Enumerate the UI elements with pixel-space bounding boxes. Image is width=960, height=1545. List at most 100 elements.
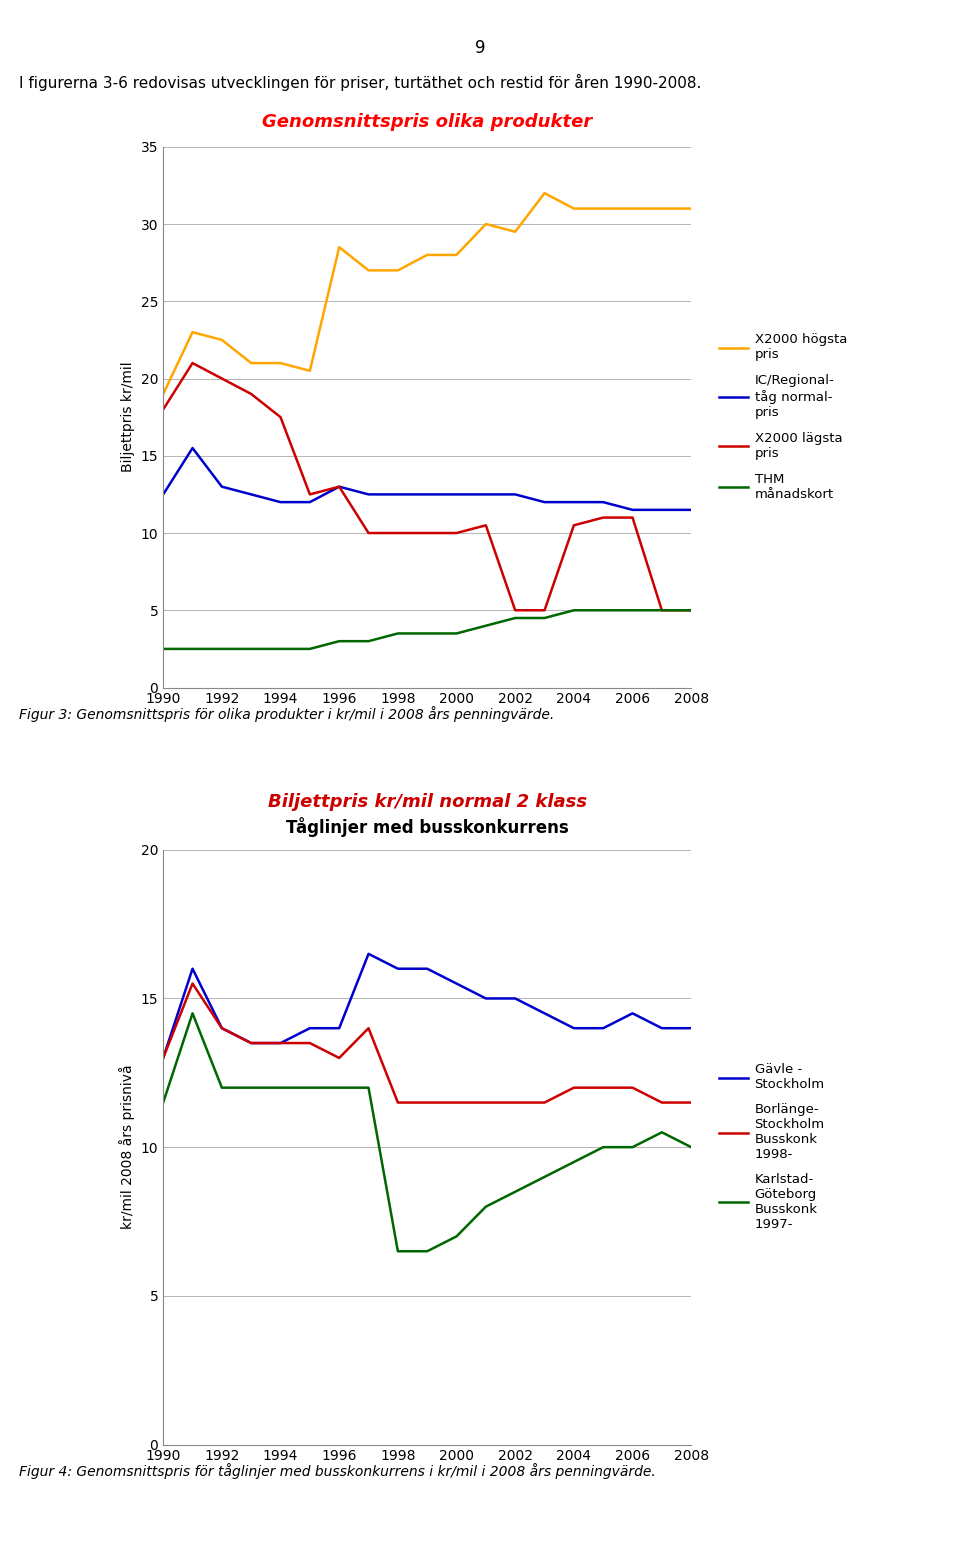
- X2000 högsta
pris: [685, 199, 697, 218]
- THM
månadskort: [333, 632, 345, 650]
- THM
månadskort: [216, 640, 228, 658]
- X2000 lägsta
pris: [187, 354, 199, 372]
- Legend: X2000 högsta
pris, IC/Regional-
tåg normal-
pris, X2000 lägsta
pris, THM
månadsk: X2000 högsta pris, IC/Regional- tåg norm…: [713, 328, 852, 507]
- X2000 lägsta
pris: [451, 524, 463, 542]
- THM
månadskort: [539, 609, 550, 627]
- IC/Regional-
tåg normal-
pris: [480, 485, 492, 504]
- Borlänge-
Stockholm
Busskonk
1998-: [451, 1094, 463, 1112]
- THM
månadskort: [568, 601, 580, 620]
- Borlänge-
Stockholm
Busskonk
1998-: [510, 1094, 521, 1112]
- X2000 lägsta
pris: [627, 508, 638, 527]
- Text: Figur 4: Genomsnittspris för tåglinjer med busskonkurrens i kr/mil i 2008 års pe: Figur 4: Genomsnittspris för tåglinjer m…: [19, 1463, 656, 1479]
- Text: Biljettpris kr/mil normal 2 klass: Biljettpris kr/mil normal 2 klass: [268, 793, 587, 811]
- Karlstad-
Göteborg
Busskonk
1997-: [685, 1137, 697, 1156]
- Gävle -
Stockholm: [246, 1034, 257, 1052]
- Borlänge-
Stockholm
Busskonk
1998-: [656, 1094, 667, 1112]
- Gävle -
Stockholm: [421, 959, 433, 978]
- Karlstad-
Göteborg
Busskonk
1997-: [333, 1078, 345, 1097]
- X2000 högsta
pris: [275, 354, 286, 372]
- Karlstad-
Göteborg
Busskonk
1997-: [451, 1227, 463, 1245]
- X2000 högsta
pris: [539, 184, 550, 202]
- Karlstad-
Göteborg
Busskonk
1997-: [480, 1197, 492, 1216]
- Gävle -
Stockholm: [216, 1020, 228, 1038]
- Line: X2000 högsta
pris: X2000 högsta pris: [163, 193, 691, 394]
- X2000 högsta
pris: [480, 215, 492, 233]
- Gävle -
Stockholm: [392, 959, 403, 978]
- X2000 lägsta
pris: [246, 385, 257, 403]
- Line: THM
månadskort: THM månadskort: [163, 610, 691, 649]
- Line: IC/Regional-
tåg normal-
pris: IC/Regional- tåg normal- pris: [163, 448, 691, 510]
- Karlstad-
Göteborg
Busskonk
1997-: [627, 1137, 638, 1156]
- IC/Regional-
tåg normal-
pris: [392, 485, 403, 504]
- X2000 högsta
pris: [216, 331, 228, 349]
- IC/Regional-
tåg normal-
pris: [451, 485, 463, 504]
- Karlstad-
Göteborg
Busskonk
1997-: [421, 1242, 433, 1261]
- X2000 högsta
pris: [187, 323, 199, 341]
- Text: Tåglinjer med busskonkurrens: Tåglinjer med busskonkurrens: [286, 817, 568, 837]
- X2000 lägsta
pris: [480, 516, 492, 535]
- Karlstad-
Göteborg
Busskonk
1997-: [304, 1078, 316, 1097]
- Line: Karlstad-
Göteborg
Busskonk
1997-: Karlstad- Göteborg Busskonk 1997-: [163, 1014, 691, 1251]
- X2000 högsta
pris: [656, 199, 667, 218]
- X2000 lägsta
pris: [304, 485, 316, 504]
- Gävle -
Stockholm: [451, 975, 463, 993]
- Karlstad-
Göteborg
Busskonk
1997-: [246, 1078, 257, 1097]
- Karlstad-
Göteborg
Busskonk
1997-: [656, 1123, 667, 1142]
- X2000 högsta
pris: [451, 246, 463, 264]
- THM
månadskort: [421, 624, 433, 643]
- Karlstad-
Göteborg
Busskonk
1997-: [216, 1078, 228, 1097]
- Gävle -
Stockholm: [627, 1004, 638, 1023]
- IC/Regional-
tåg normal-
pris: [157, 485, 169, 504]
- X2000 lägsta
pris: [275, 408, 286, 426]
- Line: Borlänge-
Stockholm
Busskonk
1998-: Borlänge- Stockholm Busskonk 1998-: [163, 984, 691, 1103]
- THM
månadskort: [275, 640, 286, 658]
- Line: Gävle -
Stockholm: Gävle - Stockholm: [163, 953, 691, 1058]
- X2000 lägsta
pris: [421, 524, 433, 542]
- Gävle -
Stockholm: [656, 1020, 667, 1038]
- IC/Regional-
tåg normal-
pris: [216, 477, 228, 496]
- Karlstad-
Göteborg
Busskonk
1997-: [597, 1137, 609, 1156]
- IC/Regional-
tåg normal-
pris: [568, 493, 580, 511]
- Gävle -
Stockholm: [304, 1020, 316, 1038]
- Borlänge-
Stockholm
Busskonk
1998-: [187, 975, 199, 993]
- Borlänge-
Stockholm
Busskonk
1998-: [304, 1034, 316, 1052]
- Gävle -
Stockholm: [685, 1020, 697, 1038]
- IC/Regional-
tåg normal-
pris: [275, 493, 286, 511]
- IC/Regional-
tåg normal-
pris: [421, 485, 433, 504]
- X2000 lägsta
pris: [392, 524, 403, 542]
- Gävle -
Stockholm: [157, 1049, 169, 1068]
- THM
månadskort: [656, 601, 667, 620]
- X2000 högsta
pris: [363, 261, 374, 280]
- X2000 högsta
pris: [421, 246, 433, 264]
- THM
månadskort: [187, 640, 199, 658]
- IC/Regional-
tåg normal-
pris: [656, 501, 667, 519]
- X2000 lägsta
pris: [568, 516, 580, 535]
- X2000 högsta
pris: [392, 261, 403, 280]
- Borlänge-
Stockholm
Busskonk
1998-: [597, 1078, 609, 1097]
- THM
månadskort: [392, 624, 403, 643]
- THM
månadskort: [480, 616, 492, 635]
- Borlänge-
Stockholm
Busskonk
1998-: [216, 1020, 228, 1038]
- X2000 högsta
pris: [304, 362, 316, 380]
- Borlänge-
Stockholm
Busskonk
1998-: [539, 1094, 550, 1112]
- IC/Regional-
tåg normal-
pris: [597, 493, 609, 511]
- THM
månadskort: [510, 609, 521, 627]
- Gävle -
Stockholm: [510, 989, 521, 1007]
- THM
månadskort: [597, 601, 609, 620]
- Gävle -
Stockholm: [568, 1020, 580, 1038]
- Y-axis label: Biljettpris kr/mil: Biljettpris kr/mil: [121, 362, 135, 473]
- Borlänge-
Stockholm
Busskonk
1998-: [685, 1094, 697, 1112]
- Borlänge-
Stockholm
Busskonk
1998-: [392, 1094, 403, 1112]
- Gävle -
Stockholm: [275, 1034, 286, 1052]
- X2000 lägsta
pris: [685, 601, 697, 620]
- Gävle -
Stockholm: [480, 989, 492, 1007]
- X2000 högsta
pris: [246, 354, 257, 372]
- Karlstad-
Göteborg
Busskonk
1997-: [510, 1182, 521, 1200]
- X2000 högsta
pris: [157, 385, 169, 403]
- THM
månadskort: [627, 601, 638, 620]
- THM
månadskort: [246, 640, 257, 658]
- Text: Genomsnittspris olika produkter: Genomsnittspris olika produkter: [262, 113, 592, 131]
- X2000 lägsta
pris: [216, 369, 228, 388]
- IC/Regional-
tåg normal-
pris: [304, 493, 316, 511]
- Borlänge-
Stockholm
Busskonk
1998-: [157, 1049, 169, 1068]
